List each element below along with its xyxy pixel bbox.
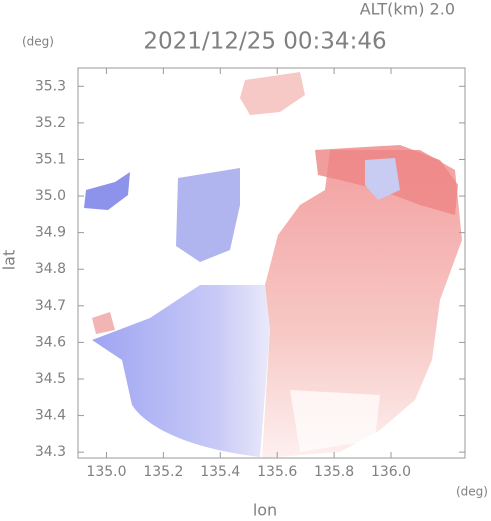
x-tick-label: 135.4	[200, 464, 240, 480]
blue-patch-mid	[176, 168, 240, 262]
plot-frame	[77, 67, 466, 459]
y-unit: (deg)	[22, 35, 54, 49]
blue-patch-east	[365, 158, 400, 200]
red-region	[262, 150, 462, 458]
pale-gap	[290, 390, 380, 452]
pink-patch-north	[240, 72, 305, 115]
y-tick-label: 34.6	[35, 334, 66, 350]
y-tick-label: 35.0	[35, 188, 66, 204]
y-tick-label: 35.3	[35, 78, 66, 94]
y-tick-label: 34.7	[35, 298, 66, 314]
y-tick-label: 34.4	[35, 408, 66, 424]
x-tick-label: 136.0	[371, 464, 411, 480]
y-tick-label: 35.2	[35, 115, 66, 131]
x-tick-label: 135.8	[314, 464, 354, 480]
radar-field	[84, 72, 462, 458]
pink-patch-west	[92, 312, 115, 334]
y-tick-label: 35.1	[35, 151, 66, 167]
x-axis-label: lon	[253, 501, 277, 520]
x-tick-label: 135.6	[257, 464, 297, 480]
y-tick-label: 34.3	[35, 444, 66, 460]
altitude-annotation: ALT(km) 2.0	[360, 0, 455, 19]
chart-title: 2021/12/25 00:34:46	[143, 29, 386, 55]
x-tick-label: 135.0	[86, 464, 126, 480]
y-tick-label: 34.8	[35, 261, 66, 277]
x-unit: (deg)	[456, 485, 488, 499]
y-axis-label: lat	[0, 250, 19, 271]
x-tick-label: 135.2	[143, 464, 183, 480]
y-tick-label: 34.9	[35, 225, 66, 241]
y-tick-label: 34.5	[35, 371, 66, 387]
blue-patch-west	[84, 172, 130, 210]
blue-region	[92, 285, 270, 457]
